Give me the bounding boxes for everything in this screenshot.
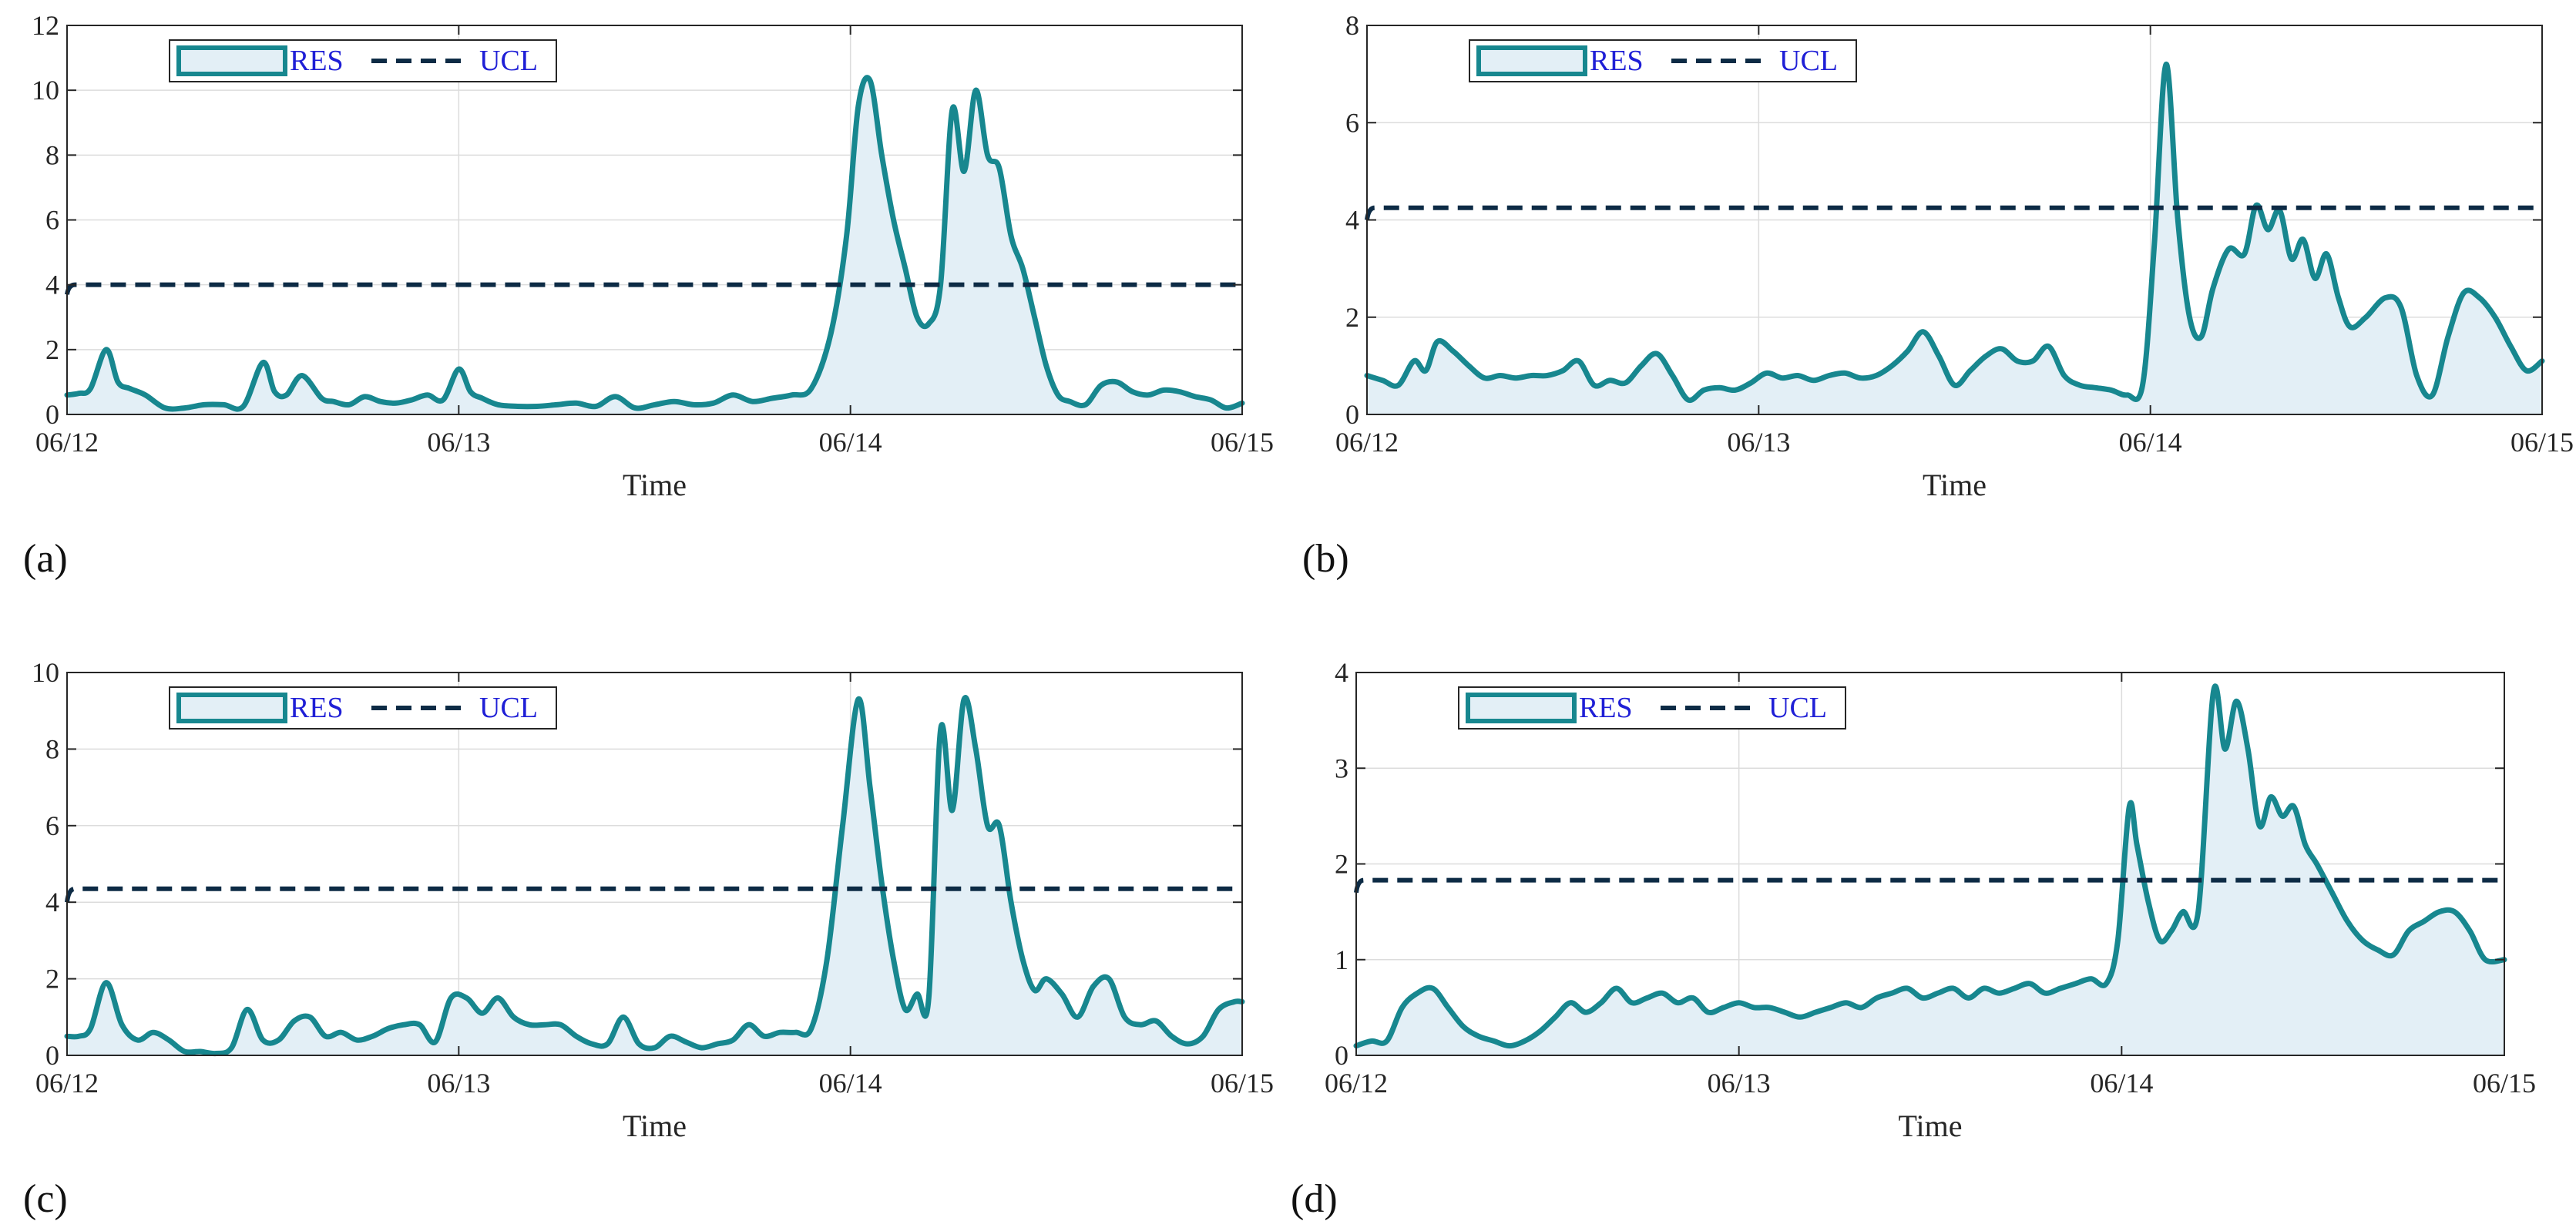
y-tick-label: 6 <box>45 205 59 236</box>
y-tick-label: 4 <box>45 887 59 917</box>
y-tick-label: 0 <box>45 1040 59 1071</box>
x-tick-label: 06/14 <box>2119 427 2182 458</box>
x-tick-label: 06/14 <box>819 427 882 458</box>
res-area <box>1356 686 2504 1055</box>
y-tick-label: 4 <box>1335 657 1348 688</box>
x-tick-label: 06/13 <box>1727 427 1790 458</box>
y-tick-label: 10 <box>32 657 59 688</box>
chart-panel-b: 0 2 4 6 8 06/12 06/13 06/14 06/15 Time RES UCL (b) <box>1302 10 2574 581</box>
res-series-line <box>1353 683 2507 1049</box>
y-tick-label: 12 <box>32 10 59 41</box>
res-series-line <box>1364 61 2545 404</box>
legend-ucl-label: UCL <box>1779 45 1838 77</box>
x-tick-label: 06/13 <box>427 427 490 458</box>
x-axis-title: Time <box>623 1109 687 1143</box>
ucl-threshold-line <box>65 886 1242 903</box>
chart-panel-d: 0 1 2 3 4 06/12 06/13 06/14 06/15 Time RES UCL (d) <box>1291 657 2536 1221</box>
legend: RES UCL <box>169 686 557 730</box>
legend: RES UCL <box>1458 686 1846 730</box>
legend: RES UCL <box>1469 39 1857 82</box>
legend-ucl-label: UCL <box>1768 692 1827 724</box>
x-axis-title: Time <box>1923 468 1987 502</box>
res-series-line <box>64 695 1245 1057</box>
x-tick-label: 06/13 <box>1708 1068 1771 1099</box>
legend-res-label: RES <box>290 692 344 724</box>
panel-label: (c) <box>23 1177 68 1221</box>
y-tick-label: 10 <box>32 75 59 106</box>
x-tick-label: 06/13 <box>427 1068 490 1099</box>
y-tick-label: 0 <box>45 399 59 430</box>
y-tick-label: 0 <box>1335 1040 1348 1071</box>
legend-res-label: RES <box>1590 45 1644 77</box>
x-tick-label: 06/15 <box>1211 427 1274 458</box>
y-tick-label: 4 <box>45 270 59 300</box>
legend-res-label: RES <box>1579 692 1633 724</box>
res-area <box>67 77 1242 414</box>
legend-res-swatch <box>176 693 287 723</box>
legend: RES UCL <box>169 39 557 82</box>
x-tick-label: 06/12 <box>35 427 99 458</box>
legend-res-label: RES <box>290 45 344 77</box>
legend-res-swatch <box>176 45 287 76</box>
legend-res-swatch <box>1476 45 1587 76</box>
legend-ucl-label: UCL <box>479 45 538 77</box>
x-tick-label: 06/15 <box>2511 427 2574 458</box>
y-tick-label: 0 <box>1345 399 1359 430</box>
x-tick-label: 06/14 <box>819 1068 882 1099</box>
y-tick-label: 2 <box>45 334 59 365</box>
y-tick-label: 2 <box>1345 302 1359 333</box>
x-tick-label: 06/15 <box>1211 1068 1274 1099</box>
y-tick-label: 8 <box>45 139 59 170</box>
y-tick-label: 4 <box>1345 205 1359 236</box>
y-tick-label: 8 <box>45 733 59 764</box>
x-axis-title: Time <box>1898 1109 1962 1143</box>
x-axis-title: Time <box>623 468 687 502</box>
y-tick-label: 6 <box>45 810 59 841</box>
y-tick-label: 3 <box>1335 753 1348 783</box>
panel-label: (d) <box>1291 1177 1338 1221</box>
x-tick-label: 06/14 <box>2090 1068 2153 1099</box>
x-tick-label: 06/12 <box>1325 1068 1388 1099</box>
ucl-threshold-line <box>65 282 1242 295</box>
panel-label: (a) <box>23 537 68 581</box>
y-tick-label: 2 <box>45 964 59 995</box>
legend-res-swatch <box>1466 693 1577 723</box>
axes-frame <box>66 672 1243 1056</box>
chart-panel-c: 0 2 4 6 8 10 06/12 06/13 06/14 06/15 Time RES UCL (c) <box>23 657 1274 1221</box>
ucl-threshold-line <box>1365 205 2542 220</box>
y-tick-label: 1 <box>1335 944 1348 975</box>
y-tick-label: 6 <box>1345 107 1359 138</box>
x-tick-label: 06/12 <box>1335 427 1399 458</box>
legend-ucl-label: UCL <box>479 692 538 724</box>
x-tick-label: 06/15 <box>2473 1068 2536 1099</box>
y-tick-label: 2 <box>1335 849 1348 880</box>
chart-panel-a: 0 2 4 6 8 10 12 06/12 06/13 06/14 06/15 Time RES UCL (… <box>23 10 1274 581</box>
panel-label: (b) <box>1302 537 1349 581</box>
res-series-line <box>64 75 1245 412</box>
y-tick-label: 8 <box>1345 10 1359 41</box>
res-area <box>1367 64 2542 414</box>
x-tick-label: 06/12 <box>35 1068 99 1099</box>
